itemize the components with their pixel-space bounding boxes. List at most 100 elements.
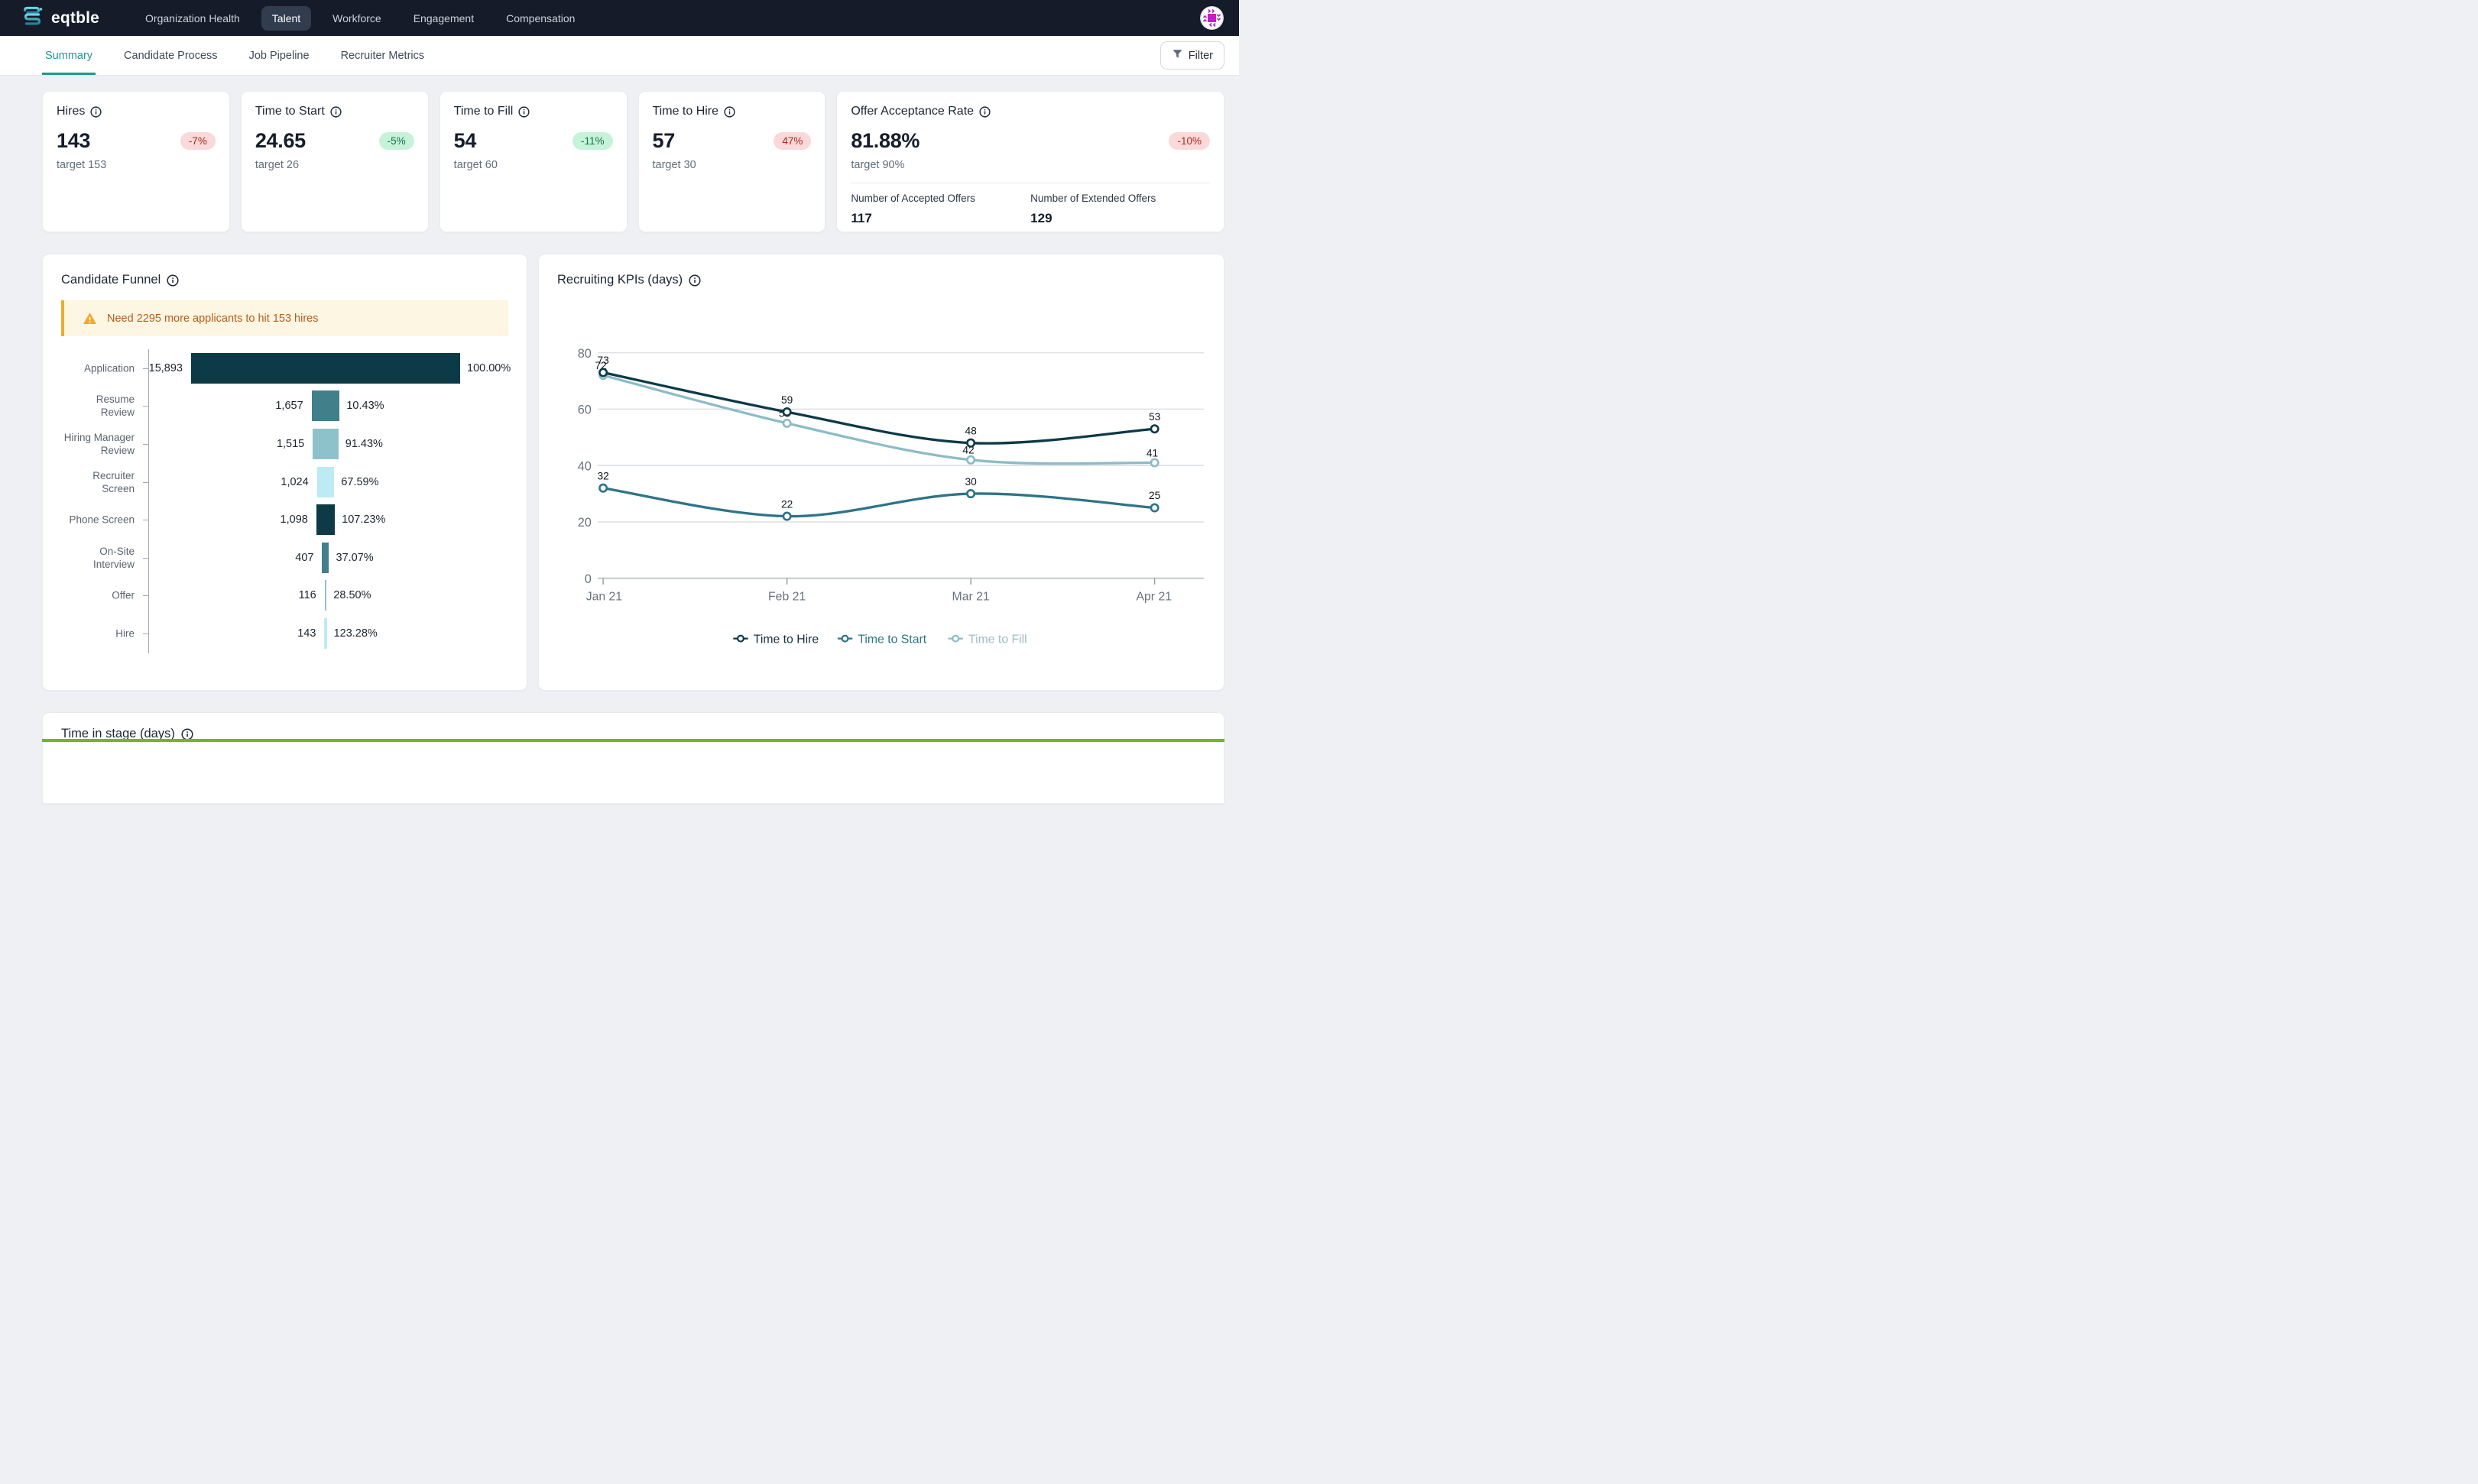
funnel-bar[interactable] (313, 429, 339, 459)
funnel-percent-label: 28.50% (333, 589, 371, 601)
kpi-delta-badge: -11% (572, 132, 613, 150)
kpi-delta-badge: 47% (774, 132, 811, 150)
kpi-value: 24.65 (255, 129, 306, 153)
funnel-percent-label: 100.00% (467, 362, 511, 374)
funnel-category-label: Application (61, 361, 142, 374)
tab-summary[interactable]: Summary (45, 36, 92, 75)
nav-item-talent[interactable]: Talent (261, 6, 311, 31)
recruiting-kpis-chart[interactable]: 020406080Jan 21Feb 21Mar 21Apr 217255424… (557, 300, 1211, 682)
funnel-row: Resume Review1,65710.43% (61, 387, 508, 426)
funnel-percent-label: 123.28% (334, 627, 378, 640)
funnel-value-label: 143 (297, 627, 316, 640)
data-point-label: 59 (781, 394, 793, 406)
funnel-bar[interactable] (191, 353, 460, 384)
info-icon[interactable] (167, 274, 179, 287)
data-point-label: 30 (965, 476, 977, 488)
funnel-bar[interactable] (324, 618, 326, 649)
info-icon[interactable] (979, 106, 991, 118)
funnel-row: Application 15,893 100.00% (61, 349, 508, 387)
series-line-time-to-fill (603, 375, 1154, 464)
funnel-row: Phone Screen1,098107.23% (61, 501, 508, 539)
x-tick-label: Mar 21 (952, 590, 990, 603)
info-icon[interactable] (724, 106, 735, 118)
kpi-title: Time to Fill (454, 105, 514, 118)
chart-panel-row: Candidate Funnel Need 2295 more applican… (42, 254, 1224, 691)
data-point-label: 25 (1149, 490, 1161, 501)
kpi-title: Time to Start (255, 105, 325, 118)
y-tick-label: 0 (585, 572, 592, 586)
brand[interactable]: eqtble (21, 5, 99, 31)
funnel-bar[interactable] (312, 390, 340, 421)
tab-candidate-process[interactable]: Candidate Process (124, 36, 218, 75)
data-point-marker (783, 513, 790, 520)
warning-icon (83, 312, 97, 325)
funnel-value-label: 1,024 (281, 476, 308, 488)
funnel-category-label: Phone Screen (61, 514, 142, 527)
data-point-label: 32 (597, 470, 608, 481)
kpi-delta-badge: -5% (379, 132, 414, 150)
top-navbar: eqtble Organization Health Talent Workfo… (0, 0, 1239, 36)
info-icon[interactable] (518, 106, 530, 118)
next-section-panel: Time in stage (days) (42, 712, 1224, 804)
data-point-marker (1151, 426, 1158, 433)
kpi-target: target 60 (454, 159, 613, 171)
funnel-row: On-Site Interview40737.07% (61, 539, 508, 577)
data-point-label: 41 (1147, 447, 1158, 458)
legend-item-time-to-hire[interactable]: Time to Hire (733, 633, 819, 646)
avatar[interactable] (1200, 6, 1224, 30)
funnel-percent-label: 10.43% (346, 400, 384, 412)
funnel-warning-text: Need 2295 more applicants to hit 153 hir… (107, 313, 318, 325)
funnel-value-label: 407 (295, 552, 313, 564)
brand-name: eqtble (51, 9, 99, 28)
funnel-bar[interactable] (322, 543, 329, 573)
svg-text:Time to Fill: Time to Fill (968, 633, 1027, 646)
data-point-marker (599, 484, 606, 491)
kpi-title: Offer Acceptance Rate (851, 105, 974, 118)
funnel-category-label: Recruiter Screen (61, 469, 142, 495)
info-icon[interactable] (90, 106, 102, 118)
data-point-label: 53 (1149, 411, 1161, 423)
kpi-target: target 26 (255, 159, 414, 171)
series-line-time-to-start (603, 488, 1154, 517)
funnel-bar[interactable] (325, 580, 327, 611)
funnel-bar[interactable] (316, 504, 335, 535)
funnel-percent-label: 91.43% (345, 438, 383, 450)
kpi-value: 57 (653, 129, 675, 153)
data-point-label: 22 (781, 498, 793, 510)
funnel-percent-label: 67.59% (341, 476, 378, 488)
data-point-marker (967, 439, 974, 446)
tab-recruiter-metrics[interactable]: Recruiter Metrics (341, 36, 425, 75)
kpi-title: Hires (57, 105, 85, 118)
funnel-bar[interactable] (317, 467, 335, 497)
tab-job-pipeline[interactable]: Job Pipeline (249, 36, 310, 75)
legend-item-time-to-fill[interactable]: Time to Fill (949, 633, 1027, 646)
kpi-title: Time to Hire (653, 105, 719, 118)
nav-item-compensation[interactable]: Compensation (495, 6, 585, 31)
x-tick-label: Apr 21 (1137, 590, 1173, 603)
funnel-row: Hire143123.28% (61, 614, 508, 653)
filter-button-label: Filter (1189, 50, 1213, 62)
funnel-category-label: On-Site Interview (61, 545, 142, 571)
funnel-value-label: 15,893 (149, 362, 183, 374)
kpi-card-offer-acceptance-rate: Offer Acceptance Rate 81.88% -10% target… (836, 91, 1224, 232)
bottom-accent-line (42, 739, 1224, 742)
funnel-category-label: Resume Review (61, 393, 142, 419)
funnel-percent-label: 107.23% (342, 514, 385, 526)
panel-title: Candidate Funnel (61, 273, 161, 287)
kpi-delta-badge: -7% (180, 132, 216, 150)
legend-item-time-to-start[interactable]: Time to Start (838, 633, 927, 646)
info-icon[interactable] (330, 106, 342, 118)
kpi-value: 54 (454, 129, 476, 153)
data-point-label: 73 (597, 355, 609, 366)
filter-funnel-icon (1172, 48, 1183, 63)
nav-item-organization-health[interactable]: Organization Health (135, 6, 251, 31)
filter-button[interactable]: Filter (1160, 41, 1224, 70)
kpi-value: 143 (57, 129, 90, 153)
kpi-target: target 153 (57, 159, 216, 171)
tab-bar: Summary Candidate Process Job Pipeline R… (45, 36, 424, 75)
funnel-row: Recruiter Screen 1,024 67.59% (61, 463, 508, 501)
info-icon[interactable] (689, 274, 701, 287)
nav-item-engagement[interactable]: Engagement (403, 6, 485, 31)
nav-item-workforce[interactable]: Workforce (322, 6, 392, 31)
eqtble-logo-icon (21, 5, 44, 31)
